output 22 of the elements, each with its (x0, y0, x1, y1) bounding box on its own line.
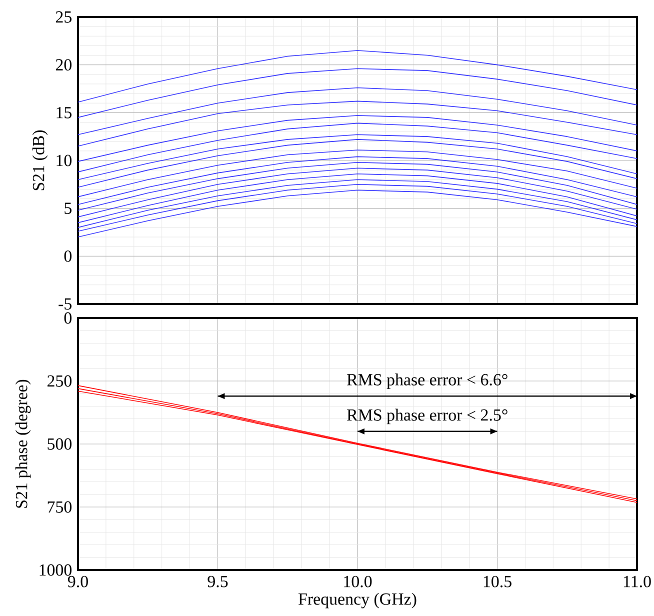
y-tick-label: 5 (64, 202, 72, 214)
x-axis-title: Frequency (GHz) (298, 592, 416, 608)
x-tick-label: 10.5 (484, 576, 512, 588)
x-tick-label: 11.0 (624, 576, 651, 588)
y-tick-label: 750 (48, 501, 72, 513)
y-axis-title: S21 phase (degree) (15, 380, 31, 508)
x-tick-label: 10.0 (344, 576, 372, 588)
y-tick-label: 20 (56, 59, 72, 71)
y-tick-label: 10 (56, 154, 72, 166)
y-tick-label: -5 (58, 298, 72, 310)
y-tick-label: 250 (48, 375, 72, 387)
x-tick-label: 9.5 (208, 576, 228, 588)
series-label: RMS phase error < 2.5° (347, 408, 508, 424)
y-tick-label: 1000 (40, 564, 72, 576)
y-tick-label: 15 (56, 106, 72, 118)
y-tick-label: 25 (56, 11, 72, 23)
y-tick-label: 0 (64, 312, 72, 324)
series-label: RMS phase error < 6.6° (347, 374, 508, 389)
y-axis-title: S21 (dB) (32, 130, 48, 190)
y-tick-label: 500 (48, 438, 72, 450)
y-tick-label: 0 (64, 250, 72, 262)
x-tick-label: 9.0 (68, 576, 88, 588)
